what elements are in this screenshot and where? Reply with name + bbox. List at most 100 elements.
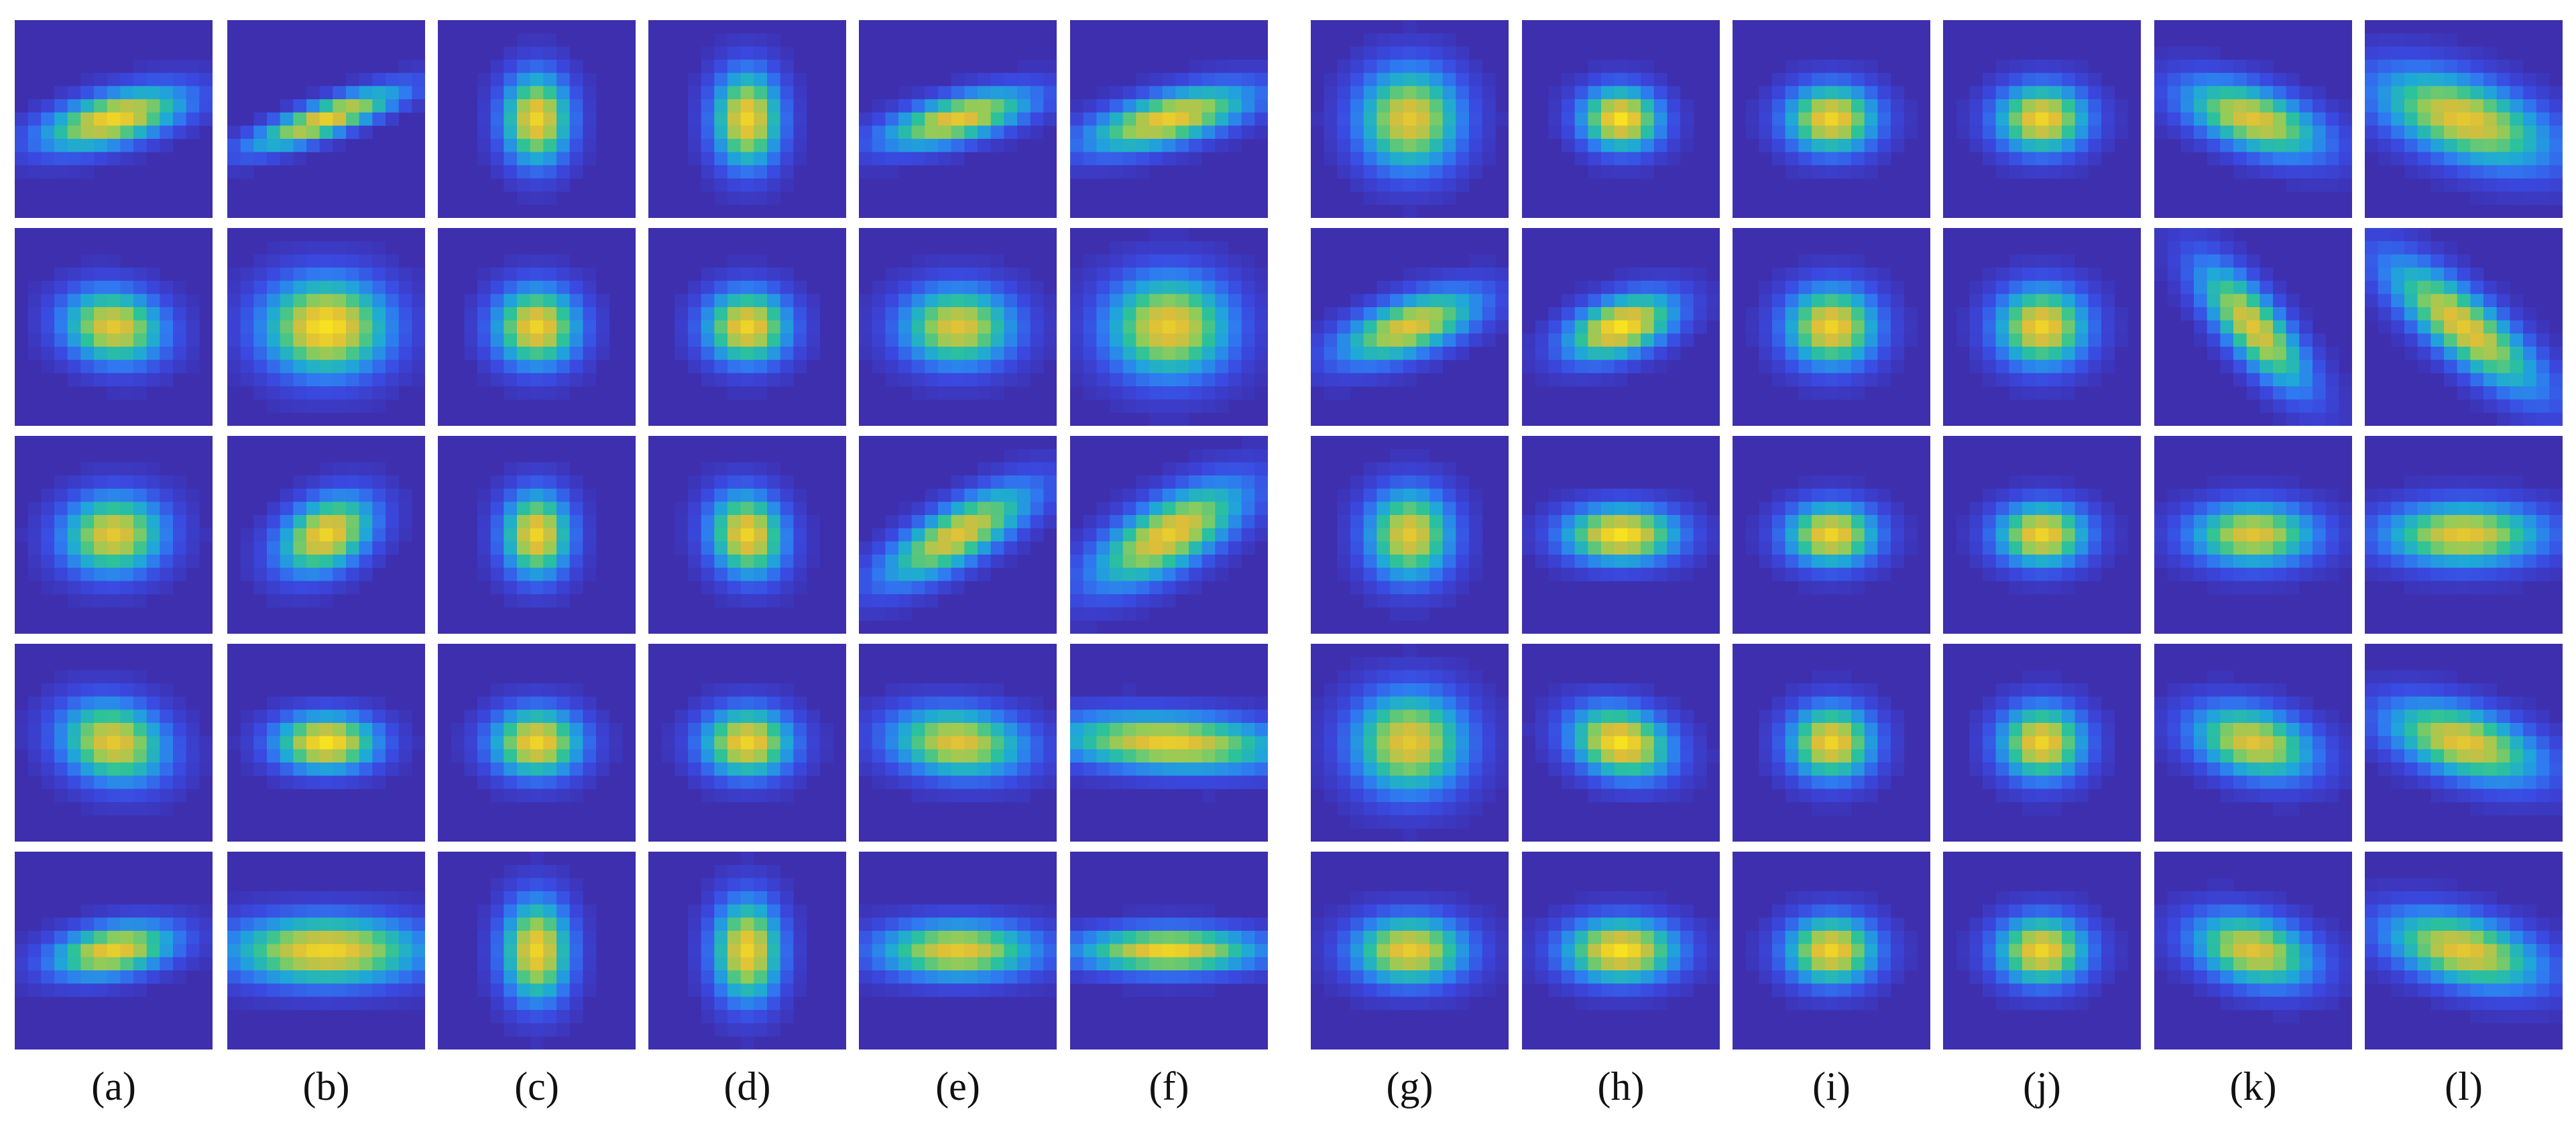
heatmap-pixel [1189, 944, 1203, 958]
heatmap-pixel [793, 957, 807, 971]
heatmap-pixel [1390, 165, 1404, 179]
heatmap-pixel [1228, 475, 1242, 490]
heatmap-pixel [227, 268, 241, 282]
heatmap-pixel [898, 139, 913, 153]
heatmap-pixel [504, 294, 518, 308]
heatmap-pixel [1548, 749, 1562, 763]
heatmap-pixel [412, 333, 425, 347]
heatmap-pixel [1667, 347, 1681, 361]
heatmap-pixel [280, 709, 294, 724]
heatmap-pixel [767, 280, 781, 294]
heatmap-pixel [1363, 294, 1377, 308]
heatmap-pixel [1429, 802, 1444, 816]
heatmap-pixel [306, 241, 320, 255]
heatmap-pixel [1627, 891, 1641, 905]
heatmap-pixel [1627, 683, 1641, 697]
heatmap-pixel [543, 749, 557, 763]
heatmap-pixel [517, 191, 531, 205]
heatmap-pixel [1429, 528, 1444, 542]
heatmap-pixel [1017, 72, 1031, 87]
heatmap-pixel [1680, 307, 1694, 321]
heatmap-pixel [240, 723, 254, 737]
heatmap-pixel [938, 488, 952, 502]
heatmap-pixel [1136, 607, 1150, 621]
heatmap-pixel [412, 280, 425, 294]
heatmap-pixel [41, 528, 55, 542]
heatmap-pixel [319, 359, 333, 374]
heatmap-pixel [1442, 86, 1456, 100]
heatmap-pixel [1030, 762, 1044, 777]
heatmap-pixel [661, 736, 675, 750]
heatmap-pixel [107, 709, 121, 724]
heatmap-pixels [1070, 228, 1268, 426]
heatmap-pixel [67, 475, 81, 490]
heatmap-pixel [1824, 944, 1838, 958]
heatmap-pixel [1162, 944, 1176, 958]
heatmap-pixel [1377, 931, 1391, 945]
heatmap-pixel [1377, 112, 1391, 126]
heatmap-pixel [504, 1010, 518, 1024]
heatmap-pixel [1641, 125, 1655, 139]
heatmap-pixel [346, 775, 360, 789]
heatmap-pixel [1241, 125, 1255, 139]
heatmap-pixel [885, 749, 899, 763]
heatmap-pixel [1864, 957, 1878, 971]
heatmap-pixel [1522, 917, 1536, 931]
heatmap-pixel [199, 528, 213, 542]
heatmap-pixel [1004, 749, 1018, 763]
heatmap-pixel [793, 762, 807, 777]
heatmap-pixel [740, 581, 754, 595]
heatmap-pixel [54, 581, 68, 595]
heatmap-pixel [1403, 373, 1417, 387]
heatmap-pixel [740, 775, 754, 789]
heatmap-pixel [1189, 320, 1203, 334]
heatmap-pixel [293, 709, 307, 724]
heatmap-pixel [583, 983, 597, 997]
heatmap-pixel [1759, 112, 1773, 126]
heatmap-pixel [1004, 515, 1018, 529]
heatmap-pixel [346, 347, 360, 361]
heatmap-tile [1522, 436, 1720, 634]
heatmap-pixel [386, 541, 400, 555]
heatmap-pixel [398, 970, 412, 984]
heatmap-pixel [1377, 72, 1391, 87]
heatmap-pixel [1864, 347, 1878, 361]
heatmap-pixel [1122, 762, 1136, 777]
heatmap-pixel [885, 696, 899, 710]
heatmap-pixel [80, 696, 95, 710]
heatmap-pixel [1772, 502, 1786, 516]
heatmap-pixel [557, 878, 571, 892]
heatmap-pixel [1377, 475, 1391, 490]
heatmap-pixel [1110, 970, 1124, 984]
heatmap-pixel [1136, 320, 1150, 334]
heatmap-pixel [754, 320, 768, 334]
heatmap-pixel [1162, 99, 1176, 113]
heatmap-pixel [1667, 112, 1681, 126]
heatmap-pixel [1429, 997, 1444, 1011]
heatmap-pixel [1588, 683, 1602, 697]
heatmap-pixel [1149, 775, 1163, 789]
heatmap-pixel [372, 462, 386, 476]
heatmap-pixel [1403, 736, 1417, 750]
heatmap-pixel [1745, 541, 1759, 555]
heatmap-pixel [1030, 320, 1044, 334]
heatmap-pixel [1149, 983, 1163, 997]
heatmap-pixel [27, 112, 42, 126]
heatmap-pixel [885, 125, 899, 139]
heatmap-pixel [27, 555, 42, 569]
heatmap-pixels [675, 462, 821, 608]
heatmap-pixel [253, 112, 268, 126]
heatmap-pixel [1337, 670, 1351, 684]
heatmap-pixel [41, 555, 55, 569]
heatmap-pixel [1403, 944, 1417, 958]
heatmap-pixel [1601, 528, 1615, 542]
heatmap-pixel [517, 72, 531, 87]
heatmap-pixel [1680, 139, 1694, 153]
heatmap-pixel [1403, 917, 1417, 931]
heatmap-pixel [1877, 528, 1891, 542]
heatmap-pixel [727, 944, 742, 958]
heatmap-pixel [1864, 970, 1878, 984]
heatmap-pixel [1535, 931, 1549, 945]
heatmap-pixel [1175, 333, 1189, 347]
heatmap-pixel [780, 139, 794, 153]
